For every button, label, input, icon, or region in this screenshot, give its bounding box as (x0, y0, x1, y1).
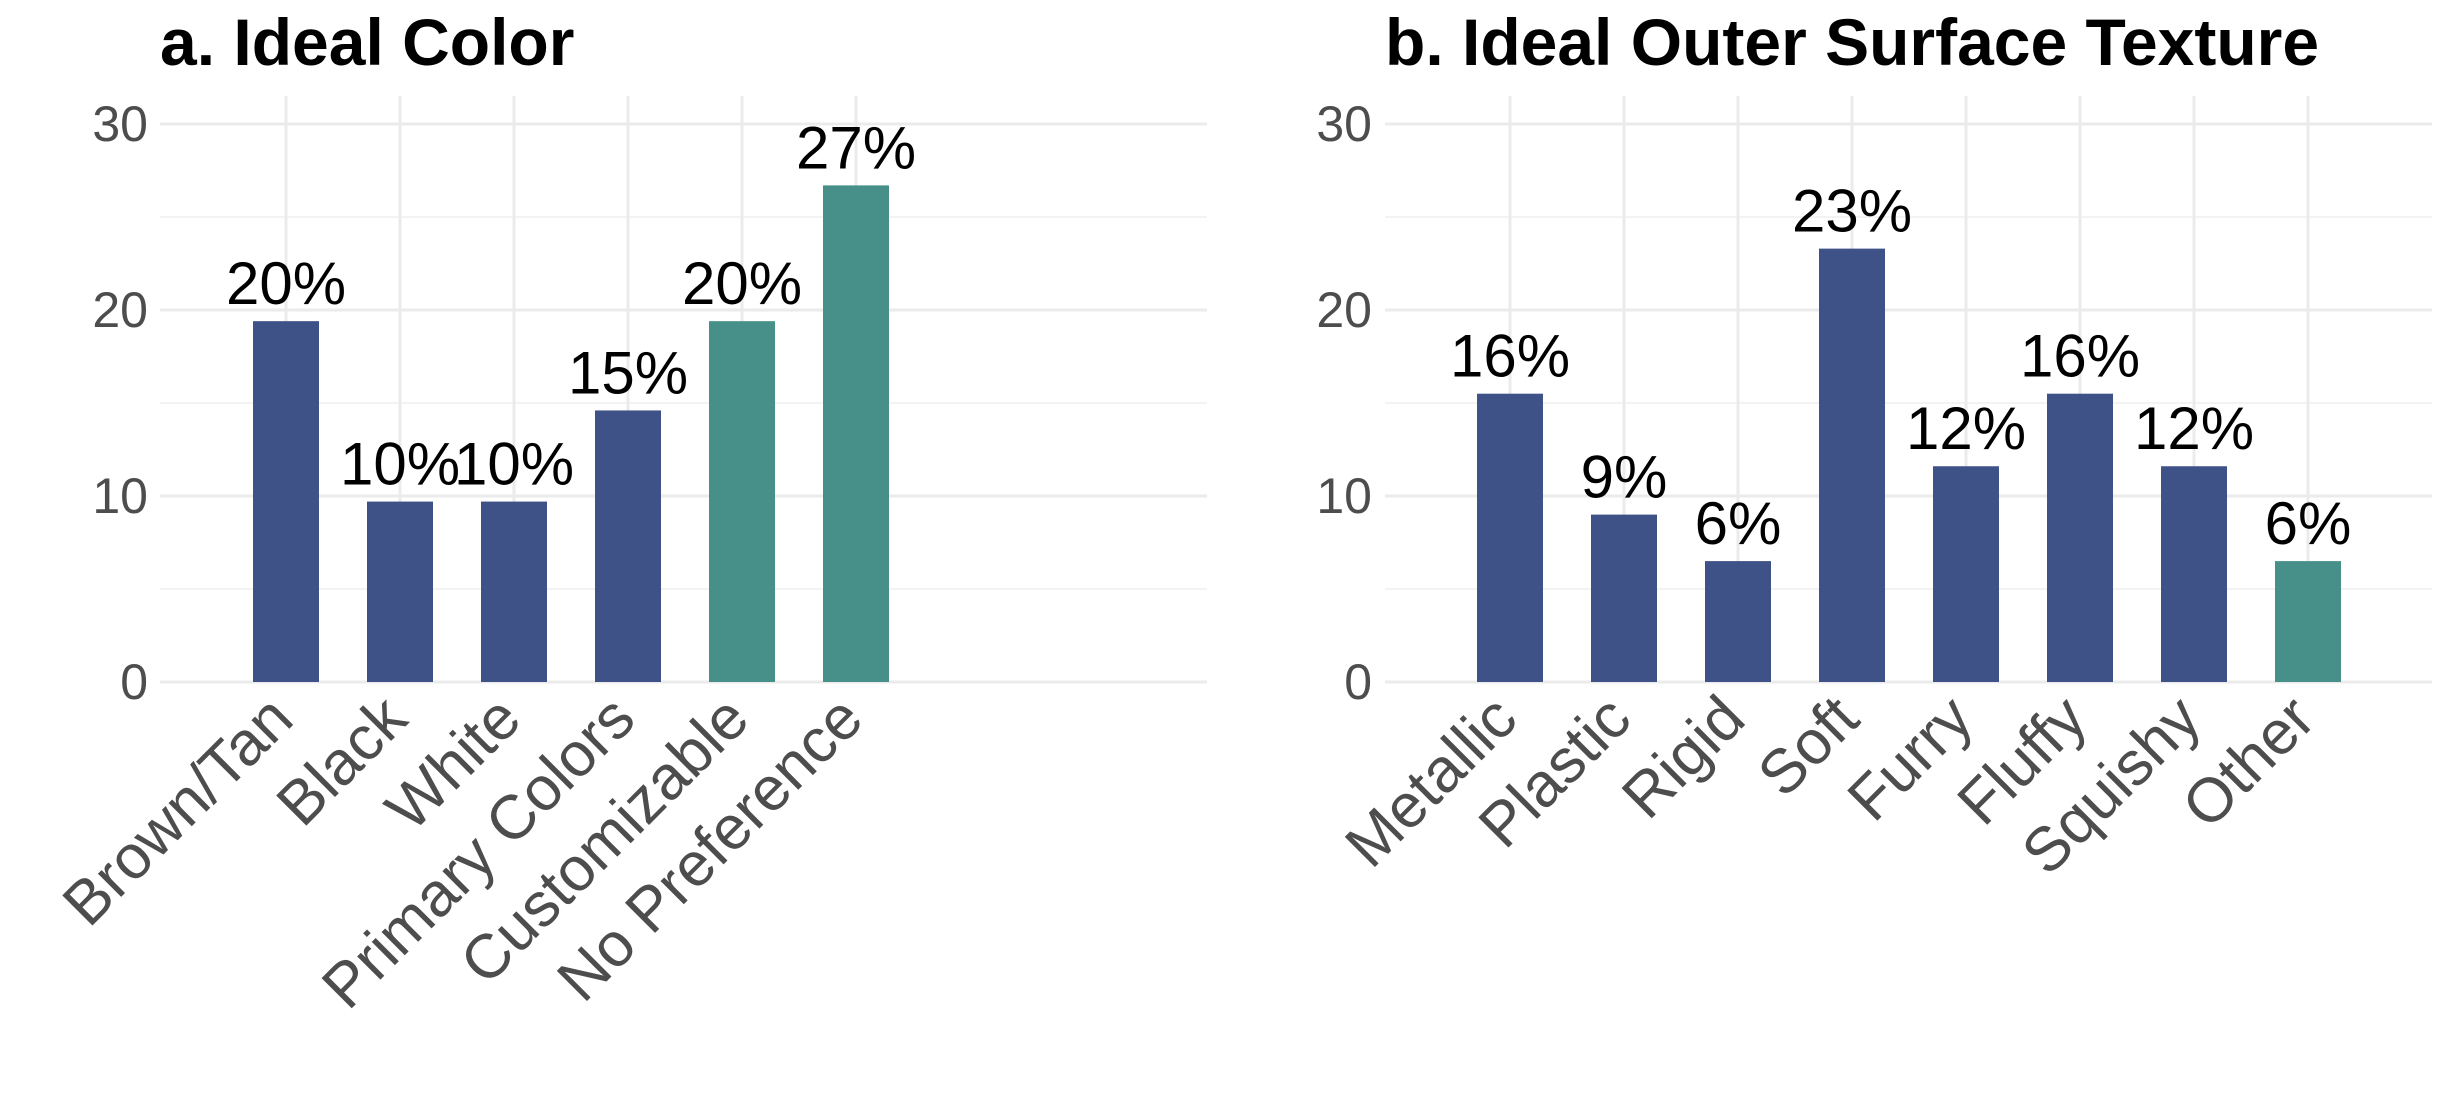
bar (2161, 466, 2227, 682)
x-tick-label: Brown/Tan (50, 683, 306, 939)
panel-ideal-texture: b. Ideal Outer Surface Texture 0 10 20 30 16… (1316, 5, 2432, 888)
bar (1819, 248, 1885, 682)
bar-value-label: 16% (1450, 323, 1570, 390)
y-tick-label: 30 (1316, 96, 1372, 152)
y-tick-label: 0 (120, 654, 148, 710)
panel-title: a. Ideal Color (160, 5, 574, 79)
bar (2047, 393, 2113, 682)
bar (1705, 561, 1771, 682)
y-tick-label: 30 (92, 96, 148, 152)
bar-value-label: 6% (2265, 490, 2352, 557)
bar-value-label: 20% (226, 250, 346, 317)
y-tick-label: 10 (1316, 468, 1372, 524)
bar-value-label: 23% (1792, 178, 1912, 245)
x-tick-label: Other (2169, 683, 2327, 841)
bar-value-label: 6% (1695, 490, 1782, 557)
bar (2275, 561, 2341, 682)
y-tick-label: 20 (92, 282, 148, 338)
bar-value-label: 12% (1906, 395, 2026, 462)
x-tick-label: Furry (1835, 683, 1986, 834)
bar (709, 321, 775, 682)
gridlines (160, 96, 1207, 684)
y-tick-label: 10 (92, 468, 148, 524)
y-tick-label: 20 (1316, 282, 1372, 338)
x-tick-label: Rigid (1609, 683, 1758, 832)
panel-title: b. Ideal Outer Surface Texture (1385, 5, 2319, 79)
bar (1477, 393, 1543, 682)
bar-value-label: 27% (796, 114, 916, 181)
bar (253, 321, 319, 682)
bar-value-label: 16% (2020, 323, 2140, 390)
bar (481, 501, 547, 682)
bar-value-label: 10% (340, 431, 460, 498)
y-tick-label: 0 (1344, 654, 1372, 710)
bar-value-label: 9% (1581, 444, 1668, 511)
bar-value-label: 20% (682, 250, 802, 317)
bar-value-label: 12% (2134, 395, 2254, 462)
panel-ideal-color: a. Ideal Color 010203020%Brown/Tan10%Bla… (50, 5, 1207, 1022)
bar (823, 185, 889, 682)
bar (1591, 514, 1657, 682)
bar (595, 410, 661, 682)
bar (367, 501, 433, 682)
bar (1933, 466, 1999, 682)
bar-value-label: 15% (568, 339, 688, 406)
bar-value-label: 10% (454, 431, 574, 498)
